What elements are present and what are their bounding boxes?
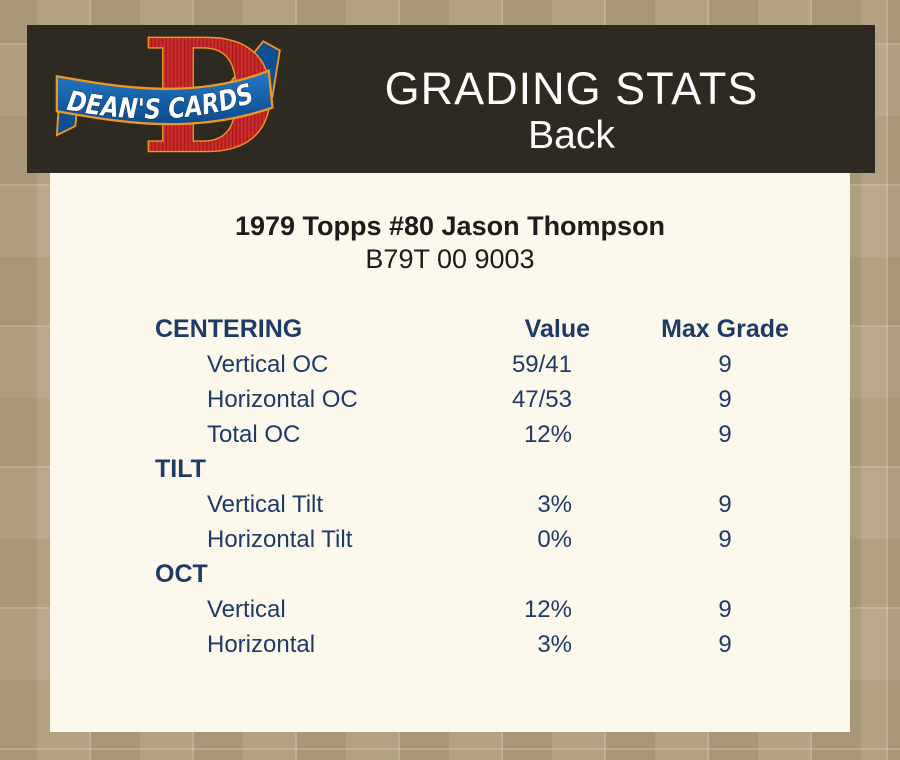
stat-row: Horizontal OC 47/53 9 bbox=[155, 382, 850, 417]
stat-row: Horizontal 3% 9 bbox=[155, 627, 850, 662]
stat-max-grade: 9 bbox=[718, 526, 732, 553]
stat-label: Horizontal bbox=[207, 631, 316, 658]
stat-value: 3% bbox=[537, 631, 572, 658]
stat-label: Horizontal Tilt bbox=[207, 526, 353, 553]
stat-max-grade: 9 bbox=[718, 596, 732, 623]
section-row: TILT bbox=[155, 452, 850, 487]
table-header-row: CENTERING Value Max Grade bbox=[155, 312, 850, 347]
stat-row: Vertical Tilt 3% 9 bbox=[155, 487, 850, 522]
card-title: 1979 Topps #80 Jason Thompson bbox=[234, 211, 666, 241]
stat-value: 47/53 bbox=[511, 386, 572, 413]
section-row: OCT bbox=[155, 557, 850, 592]
stat-label: Total OC bbox=[207, 421, 301, 448]
stat-value bbox=[460, 557, 590, 592]
stats-rows: Vertical OC 59/41 9 Horizontal OC 47/53 9 Tota… bbox=[155, 347, 850, 662]
card-id: B79T 00 9003 bbox=[365, 244, 535, 274]
deans-cards-logo-icon: D DEAN'S CARDS bbox=[55, 5, 281, 189]
stat-max-grade: 9 bbox=[718, 491, 732, 518]
back-label[interactable]: Back bbox=[528, 114, 615, 157]
stat-max-grade: 9 bbox=[718, 631, 732, 658]
stat-row: Vertical OC 59/41 9 bbox=[155, 347, 850, 382]
header-bar: D DEAN'S CARDS GRADING STATS Back bbox=[27, 5, 875, 189]
stat-label: Vertical bbox=[207, 596, 286, 623]
column-header-value: Value bbox=[524, 315, 590, 343]
header-text-block: GRADING STATS Back bbox=[313, 25, 875, 157]
stat-row: Vertical 12% 9 bbox=[155, 592, 850, 627]
stat-row: Horizontal Tilt 0% 9 bbox=[155, 522, 850, 557]
deans-cards-logo[interactable]: D DEAN'S CARDS bbox=[55, 5, 313, 189]
column-header-max-grade: Max Grade bbox=[661, 315, 789, 343]
stat-label: Vertical Tilt bbox=[207, 491, 324, 518]
stat-max-grade bbox=[590, 557, 800, 592]
grading-stats-table: CENTERING Value Max Grade Vertical OC 59/… bbox=[155, 312, 850, 662]
stat-row: Total OC 12% 9 bbox=[155, 417, 850, 452]
stat-max-grade: 9 bbox=[718, 386, 732, 413]
stat-label: TILT bbox=[155, 455, 206, 483]
stat-value: 59/41 bbox=[511, 351, 572, 378]
stat-max-grade: 9 bbox=[718, 421, 732, 448]
stat-label: Vertical OC bbox=[207, 351, 329, 378]
stat-label: Horizontal OC bbox=[207, 386, 358, 413]
page-title: GRADING STATS bbox=[384, 63, 759, 114]
stat-max-grade bbox=[590, 452, 800, 487]
stat-label: OCT bbox=[155, 560, 208, 588]
stat-value: 12% bbox=[523, 596, 572, 623]
stat-value: 0% bbox=[537, 526, 572, 553]
stat-max-grade: 9 bbox=[718, 351, 732, 378]
stat-value: 12% bbox=[523, 421, 572, 448]
stat-value bbox=[460, 452, 590, 487]
column-header-centering: CENTERING bbox=[155, 315, 303, 343]
content-panel: 1979 Topps #80 Jason Thompson B79T 00 90… bbox=[50, 173, 850, 732]
stat-value: 3% bbox=[537, 491, 572, 518]
